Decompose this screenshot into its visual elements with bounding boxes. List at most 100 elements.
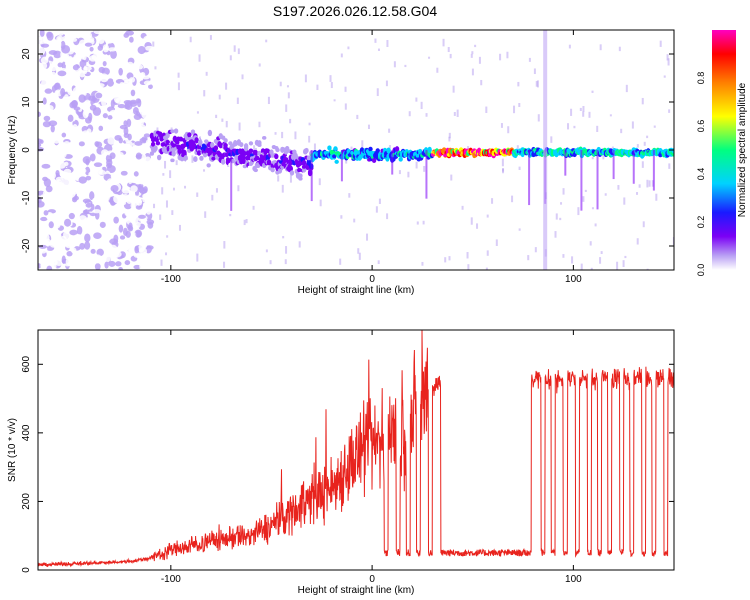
snr-y-ticks: 0 200 400 600 (21, 356, 674, 573)
spectrogram-noise-blob (112, 83, 121, 88)
spectrogram-noise-blob (64, 76, 74, 83)
spectrogram-scatter-dot (449, 53, 452, 59)
spectrogram-noise-blob (127, 173, 134, 182)
spectrogram-noise-blob (113, 118, 122, 127)
spectrogram-signal-cell (193, 156, 198, 163)
spectrogram-signal-cell (303, 178, 308, 184)
spectrogram-noise-blob (119, 124, 128, 130)
spectrogram-scatter-dot (236, 97, 239, 104)
spectrogram-scatter-dot (646, 179, 649, 188)
spectrogram-noise-blob (66, 185, 72, 195)
spectrogram-signal-cell (165, 132, 170, 139)
spectrogram-scatter-dot (535, 81, 538, 87)
spectrogram-noise-blob (117, 208, 123, 217)
spectrogram-signal-cell (187, 132, 192, 138)
spectrogram-noise-blob (128, 77, 136, 83)
spectrogram-noise-blob (96, 83, 105, 88)
spectrogram-scatter-dot (165, 200, 168, 208)
spectrogram-signal-cell (190, 129, 196, 135)
spectrogram-noise-blob (96, 248, 104, 257)
spectrogram-streak (596, 150, 599, 210)
spectrogram-noise-blob (44, 92, 53, 101)
spectrogram-noise-blob (98, 169, 106, 176)
spectrogram-noise-blob (38, 36, 43, 44)
spectrogram-noise-blob (115, 261, 122, 267)
spectrogram-noise-blob (57, 62, 63, 68)
spectrogram-noise-blob (55, 169, 60, 177)
spectrogram-noise-blob (38, 237, 44, 246)
spectrogram-noise-blob (145, 139, 151, 148)
spectrogram-scatter-dot (265, 39, 268, 43)
spectrogram-noise-blob (86, 78, 91, 85)
spectrogram-noise-blob (93, 254, 103, 264)
spectrogram-noise-blob (98, 125, 104, 132)
spectrogram-scatter-dot (620, 128, 623, 134)
spectrogram-scatter-dot (442, 38, 445, 47)
spectrogram-scatter-dot (177, 82, 180, 91)
spectrogram-noise-blob (86, 260, 96, 267)
spectrogram-noise-blob (84, 42, 93, 47)
spectrogram-noise-blob (123, 156, 128, 162)
spectrogram-scatter-dot (238, 122, 241, 131)
spectrogram-signal-cell (158, 131, 163, 138)
spectrogram-noise-blob (40, 216, 48, 222)
spectrogram-scatter-dot (655, 193, 658, 201)
spectrogram-scatter-dot (274, 132, 277, 135)
spectrogram-signal-cell (304, 171, 309, 178)
spectrogram-signal-cell (207, 129, 213, 137)
spectrogram-noise-blob (72, 197, 78, 203)
spectrogram-noise-blob (92, 197, 98, 204)
spectrogram-scatter-dot (452, 85, 455, 93)
spectrogram-signal-cell (301, 164, 307, 169)
spectrogram-noise-blob (120, 43, 125, 50)
spectrogram-streak (310, 150, 313, 202)
spectrogram-scatter-dot (638, 184, 641, 188)
spectrogram-signal-cell (223, 138, 228, 143)
spectrogram-noise-blob (137, 185, 145, 193)
spectrogram-signal-cell (284, 145, 290, 151)
spectrogram-noise-blob (76, 46, 83, 53)
spectrogram-scatter-dot (205, 71, 208, 76)
spectrogram-noise-blob (113, 194, 121, 204)
spectrogram-scatter-dot (385, 80, 388, 87)
spectrogram-noise-blob (84, 99, 91, 107)
spectrogram-scatter-dot (567, 123, 570, 130)
spectrogram-noise-blob (147, 221, 154, 229)
spectrogram-noise-blob (96, 227, 106, 233)
spectrogram-signal-cell (220, 158, 226, 165)
snr-xtick-label: 0 (369, 574, 375, 585)
spectrogram-noise-blob (38, 244, 47, 249)
spectrogram-scatter-dot (374, 38, 377, 43)
spectrogram-scatter-dot (591, 90, 594, 93)
spectrogram-signal-cell (239, 142, 244, 148)
spectrogram-noise-blob (40, 43, 50, 48)
spectrogram-noise-blob (142, 240, 148, 249)
spectrogram-noise-blob (132, 122, 138, 131)
spectrogram-scatter-dot (237, 185, 240, 192)
spectrogram-noise-blob (103, 243, 112, 250)
snr-xtick-label: -100 (161, 574, 181, 585)
spectrogram-ytick-label: 20 (21, 48, 32, 60)
spectrogram-scatter-dot (643, 141, 646, 146)
spectrogram-signal-cell (198, 139, 203, 146)
spectrogram-noise-blob (71, 140, 80, 147)
spectrogram-scatter-dot (577, 207, 580, 216)
spectrogram-noise-blob (61, 177, 70, 186)
spectrogram-signal-cell (175, 139, 180, 145)
spectrogram-noise-blob (84, 149, 93, 156)
spectrogram-scatter-dot (165, 252, 168, 256)
spectrogram-noise-blob (104, 261, 109, 269)
spectrogram-signal-cell (245, 136, 250, 142)
spectrogram-scatter-dot (282, 236, 285, 239)
spectrogram-scatter-dot (313, 143, 316, 150)
spectrogram-noise-blob (99, 73, 109, 83)
spectrogram-signal-cell (334, 159, 339, 164)
spectrogram-noise-blob (38, 142, 42, 148)
spectrogram-noise-blob (134, 88, 142, 96)
spectrogram-scatter-dot (378, 198, 381, 204)
spectrogram-scatter-dot (491, 198, 494, 204)
spectrogram-noise-blob (80, 168, 87, 174)
spectrogram-scatter-dot (651, 180, 654, 187)
spectrogram-scatter-dot (518, 228, 521, 231)
spectrogram-noise-blob (82, 156, 91, 164)
